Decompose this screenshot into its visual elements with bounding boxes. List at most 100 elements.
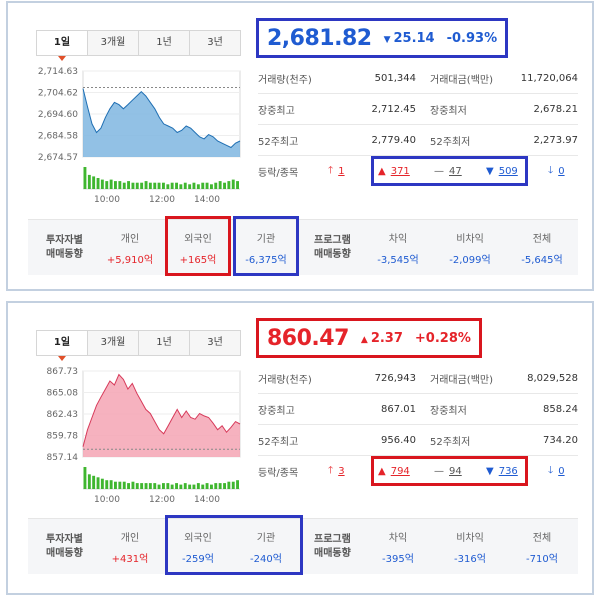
flow-institution: 기관 -6,375억 [236, 220, 296, 276]
down-triangle-icon: ▼ [383, 34, 391, 45]
volume-bar [144, 483, 148, 489]
tab-3month[interactable]: 3개월 [88, 331, 139, 355]
chart-svg: 867.73 865.08 862.43 859.78 857.14 10:00 12:00… [47, 367, 241, 505]
volume-bar [153, 182, 157, 189]
volume-bar [114, 181, 117, 189]
tab-1year[interactable]: 1년 [139, 31, 190, 55]
flow-institution: 기관 -240억 [236, 519, 296, 575]
unchanged[interactable]: — 94 [434, 466, 486, 477]
foreign-value: -259억 [182, 554, 214, 565]
institution-label: 기관 [256, 234, 276, 245]
lower-limit-count[interactable]: 0 [558, 166, 565, 177]
volume-bar [162, 182, 165, 189]
updown-highlight-box [371, 156, 528, 186]
upper-limit-count[interactable]: 1 [338, 166, 345, 177]
non-arbitrage-label: 비차익 [456, 234, 484, 245]
volume-bar [192, 484, 196, 489]
unchanged[interactable]: — 47 [434, 166, 486, 177]
advancing[interactable]: ▲ 794 [378, 466, 434, 477]
price-area [83, 88, 240, 157]
volume-bar [210, 484, 213, 489]
down-arrow-icon: 🡓 [548, 465, 554, 476]
lower-limit-count[interactable]: 0 [558, 466, 565, 477]
tab-3year[interactable]: 3년 [207, 337, 223, 348]
intraday-high-value: 867.01 [381, 403, 416, 415]
institution-label: 기관 [256, 533, 276, 544]
volume-bar [231, 179, 235, 189]
price-highlight-box: 2,681.82 ▼ 25.14 -0.93% [256, 18, 509, 58]
declining[interactable]: ▼ 736 [486, 466, 536, 477]
x-tick-label: 14:00 [194, 195, 220, 205]
declining-count[interactable]: 736 [498, 466, 518, 477]
program-heading-line1: 프로그램 [314, 534, 351, 545]
dash-icon: — [434, 166, 444, 177]
up-arrow-icon: 🡑 [328, 465, 334, 476]
tab-3month[interactable]: 3개월 [88, 31, 139, 55]
flow-individual: 개인 +5,910억 [100, 220, 160, 276]
price-area [83, 374, 240, 457]
upper-limit-count[interactable]: 3 [338, 466, 345, 477]
lower-limit[interactable]: 🡓 0 [548, 163, 578, 180]
volume-bar [131, 481, 135, 489]
arbitrage-label: 차익 [388, 533, 408, 544]
foreign-label: 외국인 [184, 234, 212, 245]
volume-bar [153, 483, 157, 489]
unchanged-count[interactable]: 47 [449, 166, 462, 177]
tab-1day[interactable]: 1일 [37, 331, 88, 361]
advancing[interactable]: ▲ 371 [378, 166, 434, 177]
flow-arbitrage: 차익 -395억 [368, 519, 428, 575]
y-tick-label: 857.14 [47, 453, 79, 463]
volume-bar [140, 182, 144, 189]
declining-count[interactable]: 509 [498, 166, 518, 177]
volume-bar [227, 481, 231, 489]
non-arbitrage-value: -2,099억 [449, 255, 491, 266]
updown-highlight-box [371, 456, 528, 486]
volume-bar [114, 481, 117, 489]
institution-highlight-box [233, 216, 299, 276]
declining[interactable]: ▼ 509 [486, 166, 536, 177]
volume-bar [166, 184, 170, 189]
tab-1day[interactable]: 1일 [37, 31, 88, 61]
unchanged-count[interactable]: 94 [449, 466, 462, 477]
change-value: 25.14 [393, 30, 435, 46]
intraday-low-label: 장중최저 [430, 405, 467, 417]
volume-label: 거래량(천주) [258, 374, 312, 386]
upper-limit[interactable]: 🡑 3 [328, 463, 368, 480]
up-arrow-icon: 🡑 [328, 165, 334, 176]
investor-flow: 투자자별 매매동향 개인 +431억 외국인 -259억 기관 -240억 프로… [28, 515, 578, 575]
total-value: -710억 [526, 554, 558, 565]
investor-heading: 투자자별 매매동향 [46, 519, 83, 575]
lower-limit[interactable]: 🡓 0 [548, 463, 578, 480]
index-change: ▲ 2.37 [361, 331, 403, 346]
index-stats: 거래량(천주) 726,943 거래대금(백만) 8,029,528 장중최고 … [258, 363, 578, 487]
volume-bar [201, 182, 205, 189]
volume-bar [231, 481, 235, 489]
flow-non-arbitrage: 비차익 -316억 [440, 519, 500, 575]
week52-low-value: 734.20 [543, 434, 578, 446]
volume-bar [196, 184, 200, 189]
volume-bar [196, 483, 200, 489]
advancing-count[interactable]: 794 [390, 466, 410, 477]
tab-1year[interactable]: 1년 [139, 331, 190, 355]
tab-3year[interactable]: 3년 [207, 37, 223, 48]
volume-bar [170, 182, 174, 189]
volume-bar [100, 179, 104, 189]
advancing-count[interactable]: 371 [390, 166, 410, 177]
upper-limit[interactable]: 🡑 1 [328, 163, 368, 180]
week52-low-label: 52주최저 [430, 136, 471, 148]
price-line [82, 373, 241, 447]
flow-arbitrage: 차익 -3,545억 [368, 220, 428, 276]
individual-label: 개인 [120, 533, 140, 544]
week52-low-value: 2,273.97 [533, 134, 578, 146]
volume-bar [127, 181, 130, 189]
volume-bar [135, 182, 139, 189]
volume-bar [148, 182, 152, 189]
institution-value: -6,375억 [245, 255, 287, 266]
change-value: 2.37 [370, 330, 403, 346]
week52-high-label: 52주최고 [258, 136, 299, 148]
intraday-high-value: 2,712.45 [371, 103, 416, 115]
y-tick-label: 2,704.62 [38, 89, 78, 99]
volume-bar [236, 181, 239, 189]
volume-bar [188, 184, 192, 189]
volume-bar [148, 483, 152, 489]
